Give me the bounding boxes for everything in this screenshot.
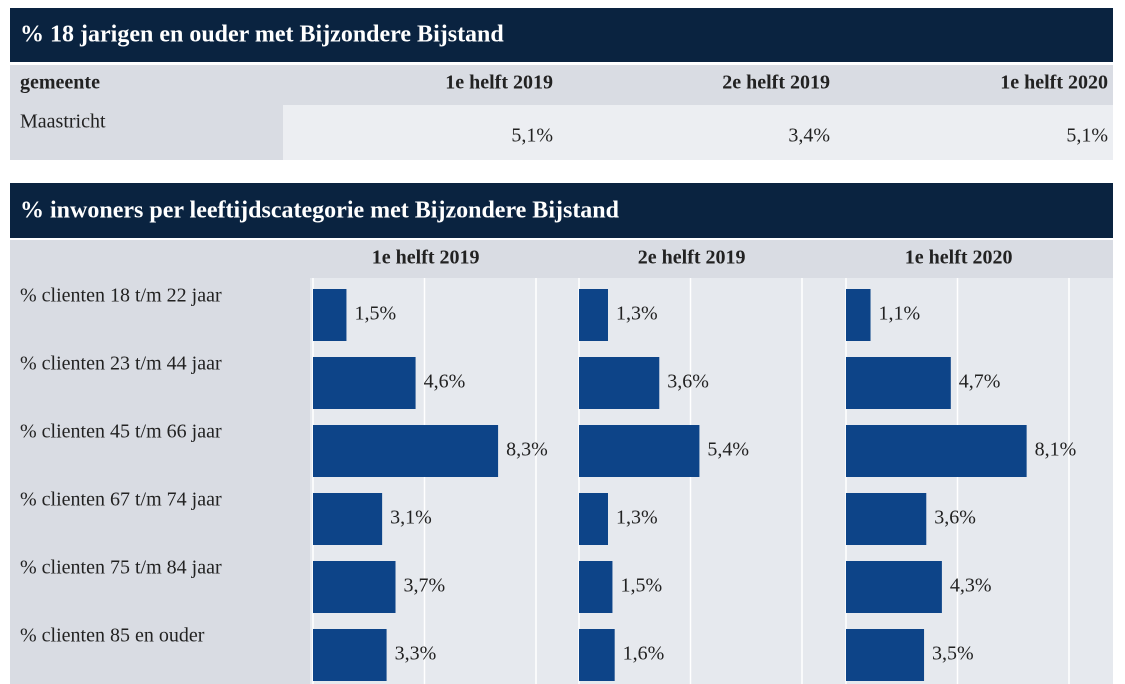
bar [846,561,942,613]
bar [313,629,387,681]
bar [846,289,871,341]
value-label: 8,3% [506,439,548,461]
cell: 5,1% [511,125,553,147]
panel-header-bar [10,183,1113,238]
panel-column-title: 1e helft 2020 [905,247,1013,269]
row-label-cell [10,105,283,160]
bar [313,493,383,545]
category-label: % clienten 67 t/m 74 jaar [20,489,222,511]
row-value-cells [283,105,1113,160]
value-label: 8,1% [1035,439,1077,461]
category-label: % clienten 85 en ouder [20,625,205,647]
value-label: 3,6% [934,507,976,529]
category-label: % clienten 45 t/m 66 jaar [20,421,222,443]
panel-column-title: 2e helft 2019 [638,247,746,269]
value-label: 4,3% [950,575,992,597]
table-header-bar [10,8,1113,62]
column-header: 1e helft 2019 [445,72,553,94]
column-header: gemeente [20,72,100,94]
table-title: % 18 jarigen en ouder met Bijzondere Bij… [20,22,504,48]
bar [579,425,700,477]
value-label: 5,4% [707,439,749,461]
value-label: 3,1% [390,507,432,529]
category-label: % clienten 75 t/m 84 jaar [20,557,222,579]
value-label: 1,5% [354,303,396,325]
bar [579,493,608,545]
bar [846,629,925,681]
bar [846,493,927,545]
value-label: 1,3% [616,507,658,529]
value-label: 4,7% [959,371,1001,393]
column-header: 1e helft 2020 [1000,72,1108,94]
value-label: 1,3% [616,303,658,325]
cell: 3,4% [788,125,830,147]
bar [313,289,347,341]
bar [313,425,499,477]
value-label: 4,6% [424,371,466,393]
column-header: 2e helft 2019 [722,72,830,94]
bar [579,629,615,681]
bar [846,357,951,409]
value-label: 1,5% [620,575,662,597]
value-label: 3,7% [404,575,446,597]
bar [313,561,396,613]
plot-background [310,278,1113,684]
bar [579,357,660,409]
value-label: 3,5% [932,643,974,665]
cell: 5,1% [1066,125,1108,147]
bar [846,425,1027,477]
value-label: 1,1% [879,303,921,325]
bar [579,289,608,341]
table-header-row [10,65,1113,105]
bar [313,357,416,409]
row-label: Maastricht [20,111,106,133]
value-label: 1,6% [623,643,665,665]
value-label: 3,3% [395,643,437,665]
category-label: % clienten 23 t/m 44 jaar [20,353,222,375]
value-label: 3,6% [667,371,709,393]
panel-title: % inwoners per leeftijdscategorie met Bi… [20,198,620,224]
bar [579,561,613,613]
panel-column-title: 1e helft 2019 [372,247,480,269]
category-label: % clienten 18 t/m 22 jaar [20,285,222,307]
